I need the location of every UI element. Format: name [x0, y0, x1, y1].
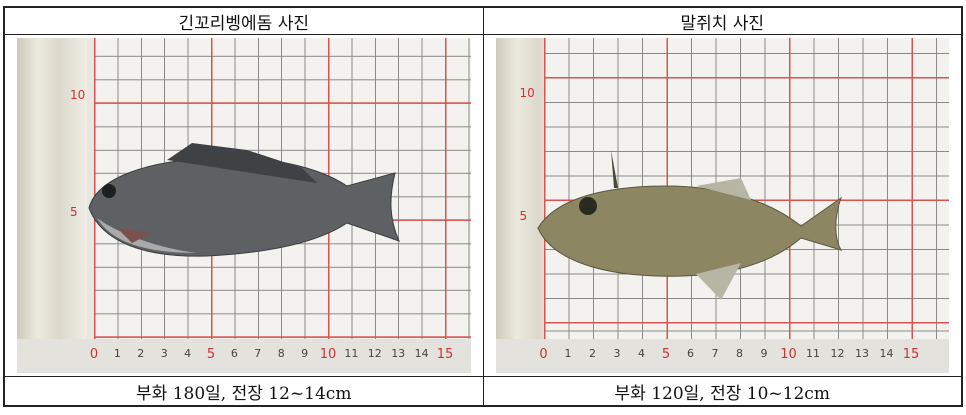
fish-photo-table: 긴꼬리벵에돔 사진 말쥐치 사진 0 1 2 3 4 5 6 7 8 9 10 11 12 13 14 15 …: [3, 6, 963, 407]
header-long-tail-blackfish: 긴꼬리벵에돔 사진: [3, 6, 484, 35]
vertical-ruler-label: 10: [519, 86, 535, 100]
photo-cell-left: 0 1 2 3 4 5 6 7 8 9 10 11 12 13 14 15 10 5: [3, 34, 484, 377]
long-tail-blackfish-photo: 0 1 2 3 4 5 6 7 8 9 10 11 12 13 14 15 10 5: [17, 38, 471, 373]
ruler-label: 3: [160, 347, 168, 360]
ruler-label: 9: [301, 347, 309, 360]
ruler-label: 8: [736, 347, 743, 360]
ruler-label: 13: [391, 347, 406, 360]
ruler-label: 4: [184, 347, 192, 360]
filefish-image: [536, 150, 842, 300]
vertical-ruler-label: 5: [519, 208, 528, 223]
ruler-label: 2: [137, 347, 145, 360]
ruler-label: 14: [879, 347, 894, 360]
ruler-label: 9: [760, 347, 768, 360]
ruler-label: 0: [539, 347, 548, 362]
photo-cell-right: 0 1 2 3 4 5 6 7 8 9 10 11 12 13 14 15 10 5: [482, 34, 963, 377]
caption-long-tail-blackfish: 부화 180일, 전장 12~14cm: [3, 376, 484, 407]
ruler-label: 0: [89, 347, 99, 362]
header-filefish: 말쥐치 사진: [482, 6, 963, 35]
long-tail-blackfish-image: [88, 143, 400, 257]
ruler-label: 1: [564, 347, 572, 360]
ruler-label: 6: [687, 347, 694, 360]
ruler-label: 13: [855, 347, 869, 360]
filefish-photo: 0 1 2 3 4 5 6 7 8 9 10 11 12 13 14 15 10 5: [495, 38, 949, 373]
ruler: 0 1 2 3 4 5 6 7 8 9 10 11 12 13 14 15: [17, 339, 471, 373]
ruler-label: 10: [319, 347, 337, 362]
ruler-label: 5: [206, 347, 216, 362]
ruler-label: 15: [436, 347, 454, 362]
ruler-label: 5: [661, 347, 671, 362]
vertical-ruler-label: 5: [70, 205, 78, 219]
ruler-label: 3: [613, 347, 621, 360]
acrylic-plate: [17, 38, 87, 373]
measurement-grid: [543, 38, 949, 340]
ruler-label: 11: [344, 347, 359, 360]
caption-filefish: 부화 120일, 전장 10~12cm: [482, 376, 963, 407]
ruler-label: 6: [230, 347, 238, 360]
ruler-label: 4: [638, 347, 645, 360]
ruler-label: 7: [254, 347, 262, 360]
ruler-label: 7: [711, 347, 719, 360]
ruler-label: 10: [780, 347, 797, 362]
ruler-label: 15: [902, 347, 920, 362]
vertical-ruler-label: 10: [70, 88, 86, 102]
ruler-label: 14: [414, 347, 429, 360]
ruler-label: 12: [830, 347, 845, 360]
ruler-label: 8: [277, 347, 285, 360]
ruler: 0 1 2 3 4 5 6 7 8 9 10 11 12 13 14 15: [495, 339, 949, 373]
ruler-label: 11: [806, 347, 820, 360]
ruler-label: 2: [589, 347, 596, 360]
ruler-label: 12: [367, 347, 382, 360]
ruler-label: 1: [113, 347, 121, 360]
